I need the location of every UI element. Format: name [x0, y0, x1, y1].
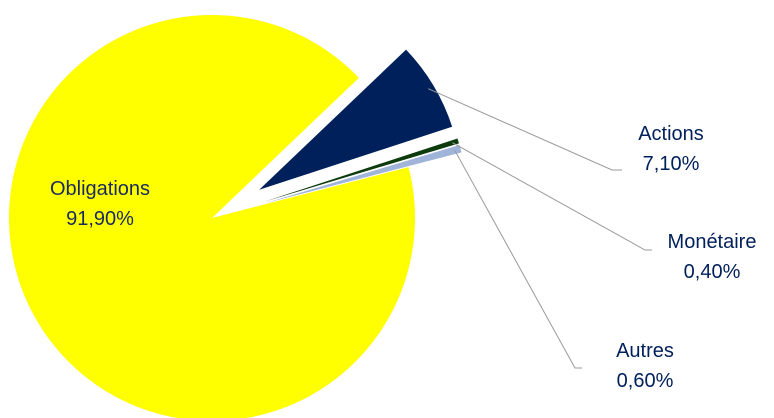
- pie-slice-monetaire: [264, 138, 459, 202]
- slice-label-monetaire: Monétaire: [668, 231, 757, 253]
- slice-value-monetaire: 0,40%: [684, 261, 741, 283]
- pie-slice-actions: [259, 49, 453, 190]
- leader-line-actions: [428, 88, 622, 171]
- leader-line-autres: [454, 150, 582, 369]
- leader-line-monetaire: [452, 142, 652, 251]
- pie-slice-obligations: [9, 15, 415, 418]
- slice-label-obligations: Obligations: [50, 178, 150, 200]
- slice-value-actions: 7,10%: [643, 153, 700, 175]
- pie-slice-autres: [264, 145, 462, 204]
- slice-label-autres: Autres: [616, 340, 674, 362]
- slice-label-actions: Actions: [638, 123, 704, 145]
- slice-value-autres: 0,60%: [617, 370, 674, 392]
- slice-value-obligations: 91,90%: [66, 208, 134, 230]
